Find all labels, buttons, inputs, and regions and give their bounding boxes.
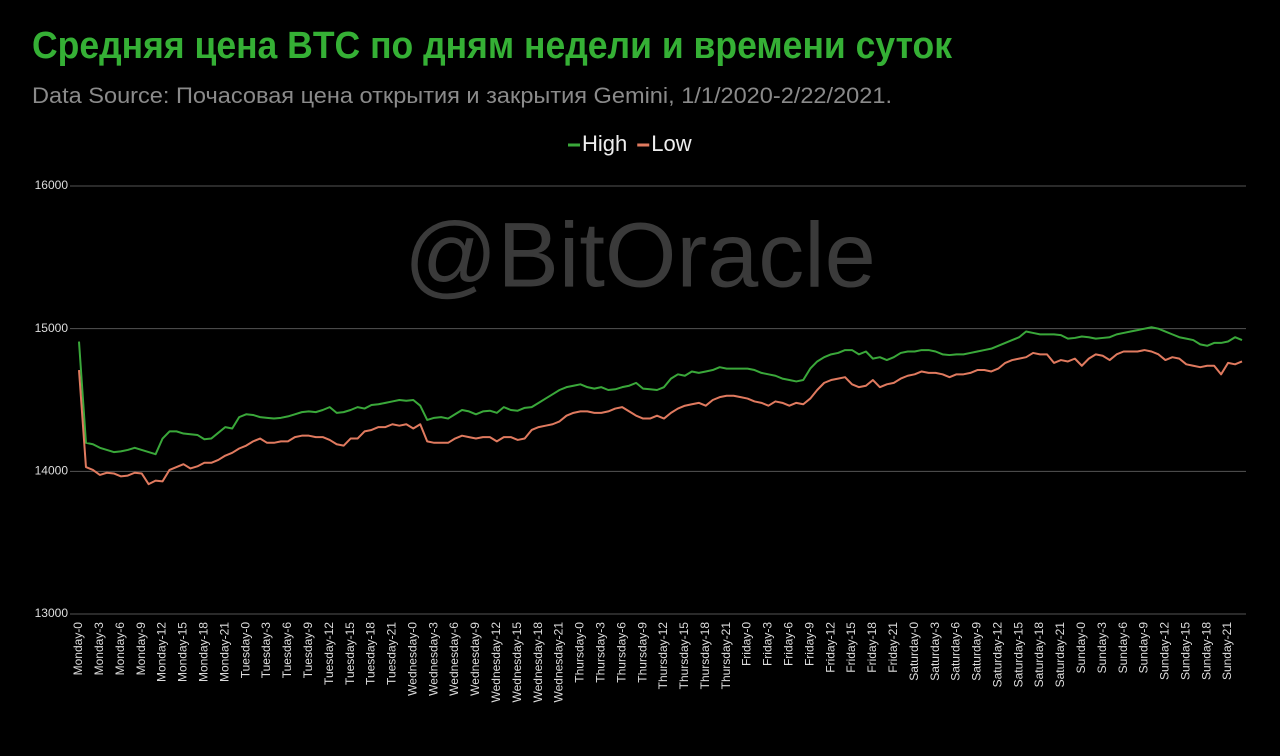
x-tick-label: Wednesday-12 xyxy=(489,622,503,703)
x-tick-label: Monday-12 xyxy=(155,622,169,682)
x-tick-label: Thursday-15 xyxy=(677,622,691,690)
x-tick-label: Thursday-9 xyxy=(635,622,649,683)
x-tick-label: Saturday-3 xyxy=(928,622,942,681)
x-tick-label: Friday-12 xyxy=(823,622,837,673)
chart-subtitle: Data Source: Почасовая цена открытия и з… xyxy=(32,83,892,108)
x-tick-label: Wednesday-3 xyxy=(426,622,440,696)
x-tick-label: Friday-0 xyxy=(740,622,754,666)
x-tick-label: Thursday-18 xyxy=(698,622,712,690)
x-tick-label: Wednesday-9 xyxy=(468,622,482,696)
x-tick-label: Sunday-6 xyxy=(1116,622,1130,674)
x-tick-label: Wednesday-21 xyxy=(552,622,566,703)
x-tick-label: Saturday-0 xyxy=(907,622,921,681)
x-tick-label: Tuesday-0 xyxy=(238,622,252,679)
x-tick-label: Thursday-0 xyxy=(573,622,587,683)
x-tick-label: Saturday-12 xyxy=(990,622,1004,688)
x-tick-label: Friday-21 xyxy=(886,622,900,673)
y-tick-label: 14000 xyxy=(35,464,69,478)
x-tick-label: Monday-0 xyxy=(71,622,85,676)
x-tick-label: Wednesday-18 xyxy=(531,622,545,703)
legend-label: High xyxy=(582,131,627,156)
y-tick-label: 15000 xyxy=(35,321,69,335)
x-tick-label: Sunday-21 xyxy=(1220,622,1234,680)
x-tick-label: Monday-6 xyxy=(113,622,127,676)
x-tick-label: Monday-18 xyxy=(197,622,211,682)
x-tick-label: Wednesday-0 xyxy=(405,622,419,696)
x-tick-label: Tuesday-9 xyxy=(301,622,315,679)
legend: High Low xyxy=(568,131,692,156)
x-tick-label: Friday-3 xyxy=(761,622,775,666)
x-tick-label: Sunday-0 xyxy=(1074,622,1088,674)
x-tick-label: Saturday-9 xyxy=(970,622,984,681)
y-tick-label: 13000 xyxy=(35,606,69,620)
x-tick-label: Sunday-18 xyxy=(1199,622,1213,680)
x-tick-label: Saturday-21 xyxy=(1053,622,1067,688)
x-tick-label: Friday-18 xyxy=(865,622,879,673)
x-tick-label: Tuesday-3 xyxy=(259,622,273,679)
x-tick-label: Saturday-6 xyxy=(949,622,963,681)
x-tick-label: Tuesday-18 xyxy=(364,622,378,685)
x-tick-label: Monday-21 xyxy=(217,622,231,682)
x-tick-label: Thursday-3 xyxy=(593,622,607,683)
x-tick-label: Monday-9 xyxy=(134,622,148,676)
x-tick-label: Thursday-12 xyxy=(656,622,670,690)
x-tick-label: Thursday-21 xyxy=(719,622,733,690)
x-tick-label: Sunday-3 xyxy=(1095,622,1109,674)
x-tick-label: Monday-15 xyxy=(176,622,190,682)
legend-label: Low xyxy=(651,131,691,156)
x-tick-label: Tuesday-15 xyxy=(343,622,357,685)
x-tick-label: Wednesday-15 xyxy=(510,622,524,703)
x-tick-label: Saturday-15 xyxy=(1011,622,1025,688)
x-tick-label: Saturday-18 xyxy=(1032,622,1046,688)
x-tick-label: Friday-6 xyxy=(782,622,796,666)
x-tick-label: Thursday-6 xyxy=(614,622,628,683)
x-tick-label: Tuesday-6 xyxy=(280,622,294,679)
chart-title: Средняя цена BTC по дням недели и времен… xyxy=(32,25,953,67)
x-tick-label: Tuesday-21 xyxy=(385,622,399,685)
line-series xyxy=(78,349,1243,486)
x-tick-label: Wednesday-6 xyxy=(447,622,461,696)
y-tick-label: 16000 xyxy=(35,178,69,192)
watermark: @BitOracle xyxy=(404,204,876,306)
x-tick-label: Sunday-15 xyxy=(1178,622,1192,680)
x-tick-label: Sunday-9 xyxy=(1137,622,1151,674)
x-tick-label: Sunday-12 xyxy=(1158,622,1172,680)
x-tick-label: Monday-3 xyxy=(92,622,106,676)
line-series xyxy=(78,326,1243,456)
x-tick-label: Friday-9 xyxy=(802,622,816,666)
x-tick-label: Friday-15 xyxy=(844,622,858,673)
x-tick-label: Tuesday-12 xyxy=(322,622,336,685)
